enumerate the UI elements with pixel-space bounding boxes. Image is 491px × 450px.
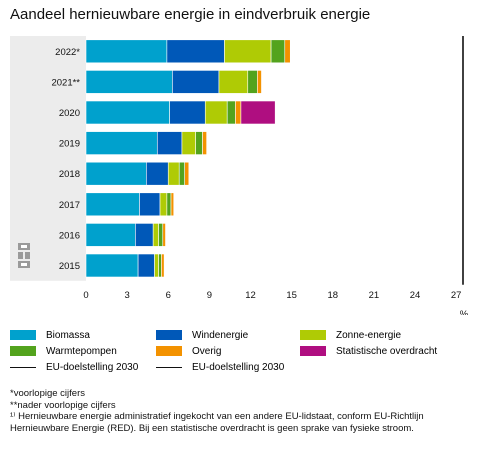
bar-segment <box>240 100 276 125</box>
bar-segment <box>139 192 161 217</box>
x-axis-label: % <box>460 309 469 315</box>
bar-segment <box>218 70 249 94</box>
category-label: 2015 <box>59 261 80 272</box>
legend-line-marker <box>10 366 36 368</box>
legend-label: Warmtepompen <box>46 345 117 357</box>
bar-segment <box>85 192 140 217</box>
legend-item: Statistische overdracht <box>300 344 437 358</box>
footnote-1: *voorlopige cijfers <box>10 388 85 399</box>
legend-label: EU-doelstelling 2030 <box>46 361 139 373</box>
legend-item: Overig <box>156 344 221 358</box>
legend-swatch <box>300 346 326 356</box>
chart-title: Aandeel hernieuwbare energie in eindverb… <box>10 6 371 23</box>
bar-segment <box>85 131 158 155</box>
x-tick-label: 6 <box>166 290 171 301</box>
category-label: 2017 <box>59 200 80 211</box>
x-tick-label: 0 <box>83 290 88 301</box>
bar-segment <box>178 161 186 186</box>
bar-segment <box>166 192 172 217</box>
bar-segment <box>152 223 159 247</box>
bar-segment <box>195 131 203 155</box>
bar-segment <box>137 253 155 278</box>
x-tick-label: 21 <box>369 290 380 301</box>
bar-segment <box>85 70 173 94</box>
legend-item: Windenergie <box>156 328 248 342</box>
bar-segment <box>184 161 190 186</box>
legend-item: Zonne-energie <box>300 328 401 342</box>
legend-swatch <box>10 330 36 340</box>
x-tick-label: 18 <box>327 290 338 301</box>
bar-segment <box>162 223 166 247</box>
legend-item: Biomassa <box>10 328 90 342</box>
bar-chart: 2022* 2021** 2020 2019 2018 2017 2016 2015 0 3 6 9 1… <box>10 36 469 320</box>
bar-segment <box>284 39 291 64</box>
bar-segment <box>166 39 225 64</box>
bar-segment <box>181 131 196 155</box>
bar-segment <box>146 161 169 186</box>
bar-segment <box>169 100 206 125</box>
x-tick-label: 3 <box>124 290 129 301</box>
bar-segment <box>85 39 168 64</box>
legend-label: Zonne-energie <box>336 329 402 341</box>
legend-item: Warmtepompen <box>10 344 117 358</box>
bar-segment <box>172 70 220 94</box>
x-tick-label: 15 <box>286 290 297 301</box>
legend-swatch <box>156 346 182 356</box>
footnote-3: ¹⁾ Hernieuwbare energie administratief i… <box>10 411 424 434</box>
bar-segment <box>235 100 242 125</box>
x-tick-label: 9 <box>207 290 212 301</box>
bar-segment <box>224 39 272 64</box>
chart-area: 2022* 2021** 2020 2019 2018 2017 2016 2015 0 3 6 9 1… <box>10 36 469 320</box>
footnotes: *voorlopige cijfers **nader voorlopige c… <box>10 388 480 434</box>
bar-segment <box>85 100 170 125</box>
bar-segment <box>159 192 168 217</box>
legend-label: Statistische overdracht <box>336 345 438 357</box>
x-tick-label: 24 <box>410 290 421 301</box>
legend-item: EU-doelstelling 2030 <box>10 360 138 374</box>
legend-swatch <box>156 330 182 340</box>
bar-segment <box>167 161 180 186</box>
legend-swatch <box>10 346 36 356</box>
legend-label: Overig <box>192 345 222 357</box>
category-label: 2020 <box>59 108 80 119</box>
bar-segment <box>158 253 162 278</box>
bar-segment <box>170 192 175 217</box>
cbs-logo-icon <box>18 243 30 268</box>
bar-segment <box>158 223 164 247</box>
category-label: 2018 <box>59 169 80 180</box>
legend-label: EU-doelstelling 2030 <box>192 361 285 373</box>
category-label: 2022* <box>55 47 80 58</box>
bar-segment <box>257 70 262 94</box>
bar-segment <box>154 253 159 278</box>
bar-segment <box>202 131 207 155</box>
category-band <box>10 36 86 281</box>
legend-swatch <box>300 330 326 340</box>
bar-segment <box>204 100 228 125</box>
bar-segment <box>85 223 136 247</box>
legend-line-marker <box>156 366 182 368</box>
footnote-2: **nader voorlopige cijfers <box>10 399 116 411</box>
legend-label: Windenergie <box>192 329 249 341</box>
bar-segment <box>135 223 154 247</box>
legend-label: Biomassa <box>46 329 90 341</box>
bar-segment <box>85 161 147 186</box>
category-label: 2016 <box>59 230 80 241</box>
category-label: 2019 <box>59 139 80 150</box>
bar-segment <box>161 253 165 278</box>
category-label: 2021** <box>51 77 80 88</box>
legend-item: EU-doelstelling 2030 <box>156 360 284 374</box>
legend: Biomassa Windenergie Zonne-energie Warmtepo… <box>10 328 480 388</box>
bar-segment <box>226 100 236 125</box>
x-tick-label: 27 <box>451 290 462 301</box>
bar-segment <box>156 131 183 155</box>
x-tick-label: 12 <box>245 290 256 301</box>
bar-segment <box>270 39 286 64</box>
bar-segment <box>247 70 258 94</box>
bar-segment <box>85 253 139 278</box>
